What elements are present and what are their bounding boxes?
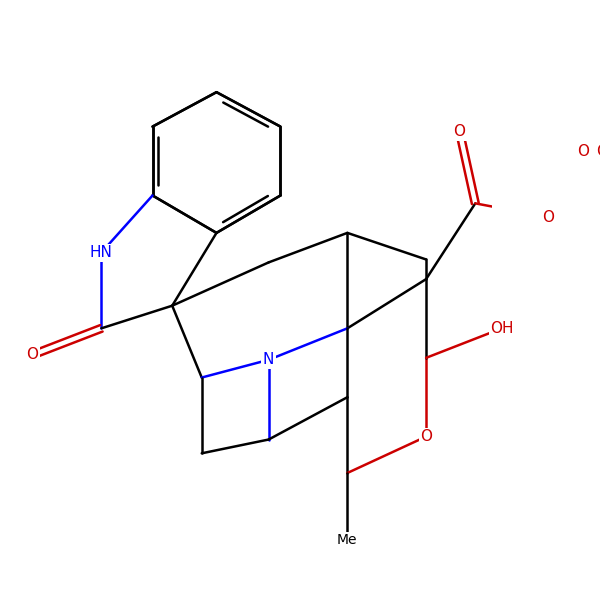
Text: O: O <box>542 209 554 224</box>
Text: O: O <box>26 347 38 362</box>
Text: O: O <box>578 144 590 159</box>
Text: HN: HN <box>90 245 113 260</box>
Text: O: O <box>596 144 600 159</box>
Text: OH: OH <box>490 321 514 336</box>
Text: O: O <box>420 429 432 444</box>
Text: Me: Me <box>337 533 358 547</box>
Text: O: O <box>454 124 466 139</box>
Text: N: N <box>263 352 274 367</box>
